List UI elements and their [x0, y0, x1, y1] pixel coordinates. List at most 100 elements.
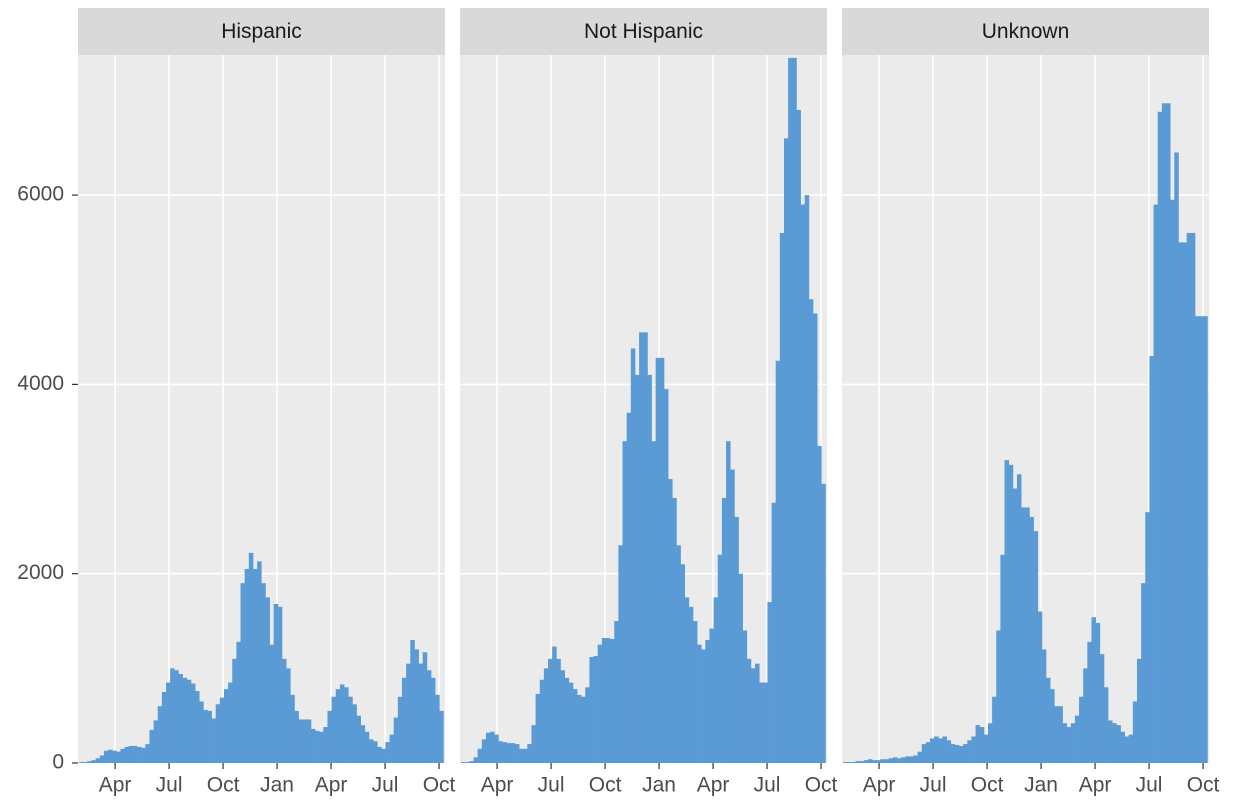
bar	[1037, 611, 1043, 763]
bar	[331, 696, 337, 763]
bar	[223, 689, 229, 763]
bar	[1004, 460, 1010, 763]
bar	[938, 738, 943, 763]
bar	[593, 656, 599, 763]
x-tick-label: Oct	[1187, 774, 1220, 797]
bar	[1074, 715, 1080, 763]
bar	[182, 677, 188, 763]
bar	[1008, 464, 1014, 763]
bar	[153, 720, 159, 763]
bar	[190, 683, 196, 763]
bar	[145, 744, 150, 763]
bar	[888, 758, 894, 763]
bar	[730, 469, 735, 763]
bar	[663, 389, 669, 763]
x-tick-label: Jul	[920, 774, 947, 797]
bar	[983, 734, 989, 763]
bar	[763, 682, 768, 763]
bar	[1199, 316, 1204, 763]
bar	[1174, 152, 1179, 764]
bar	[502, 742, 508, 763]
bar	[319, 731, 324, 763]
bar	[414, 649, 419, 763]
bar	[605, 638, 611, 763]
bar	[1054, 706, 1059, 763]
x-tick-label: Apr	[863, 774, 896, 797]
bar	[954, 745, 960, 763]
x-tick-label: Jan	[260, 774, 294, 797]
bar	[759, 682, 764, 763]
bar	[552, 646, 557, 763]
bar	[680, 564, 686, 763]
bar	[705, 639, 710, 763]
bar	[880, 759, 885, 763]
bar	[174, 670, 179, 763]
bar	[1045, 677, 1051, 763]
bar	[228, 682, 233, 763]
x-tick-label: Oct	[589, 774, 622, 797]
bar	[1050, 689, 1055, 763]
bar	[1149, 355, 1154, 763]
bar	[668, 479, 673, 763]
bar	[418, 663, 424, 763]
bar	[422, 652, 428, 763]
bar	[572, 689, 578, 763]
bar	[348, 696, 353, 763]
bar	[1124, 736, 1130, 763]
bar	[170, 668, 175, 763]
bar	[817, 445, 822, 763]
bar	[876, 760, 881, 763]
bar	[896, 758, 902, 763]
bar	[315, 730, 320, 763]
bar	[585, 687, 590, 763]
x-tick-label: Jul	[754, 774, 781, 797]
bar	[905, 756, 910, 763]
bar	[506, 743, 512, 763]
bar	[812, 313, 818, 763]
bar	[281, 658, 287, 763]
bar	[498, 741, 503, 763]
bar	[339, 684, 345, 763]
bar	[1029, 516, 1034, 763]
bar	[310, 728, 316, 763]
bar	[917, 751, 923, 763]
bar	[252, 568, 258, 763]
bar	[95, 758, 101, 763]
bar	[373, 741, 378, 763]
bar	[800, 204, 806, 764]
bar	[1000, 554, 1005, 763]
bar	[892, 757, 898, 763]
bar	[1083, 668, 1088, 763]
bar	[548, 658, 553, 763]
bar	[767, 602, 772, 763]
bar	[1182, 242, 1188, 764]
bar	[219, 697, 225, 763]
bar	[1079, 696, 1084, 763]
bar	[796, 109, 801, 764]
bar	[909, 756, 914, 763]
bar	[79, 762, 84, 763]
bar	[514, 744, 520, 763]
bar	[465, 762, 470, 763]
bar	[298, 719, 304, 763]
bar	[734, 516, 739, 763]
bar	[91, 760, 97, 763]
bar	[564, 677, 570, 763]
bar	[821, 483, 826, 763]
bar	[1120, 731, 1125, 763]
bar	[1157, 111, 1163, 763]
bar	[137, 746, 142, 763]
bar	[659, 357, 665, 763]
bar	[804, 195, 810, 763]
bar	[527, 744, 532, 763]
bar	[783, 138, 789, 763]
bar	[240, 583, 246, 763]
bar	[713, 597, 719, 763]
bar	[215, 704, 221, 763]
bar	[290, 694, 295, 763]
bar	[1190, 232, 1196, 763]
y-tick-label: 2000	[17, 561, 64, 584]
bar	[942, 736, 947, 763]
bar	[439, 710, 444, 763]
bar	[1070, 723, 1076, 763]
